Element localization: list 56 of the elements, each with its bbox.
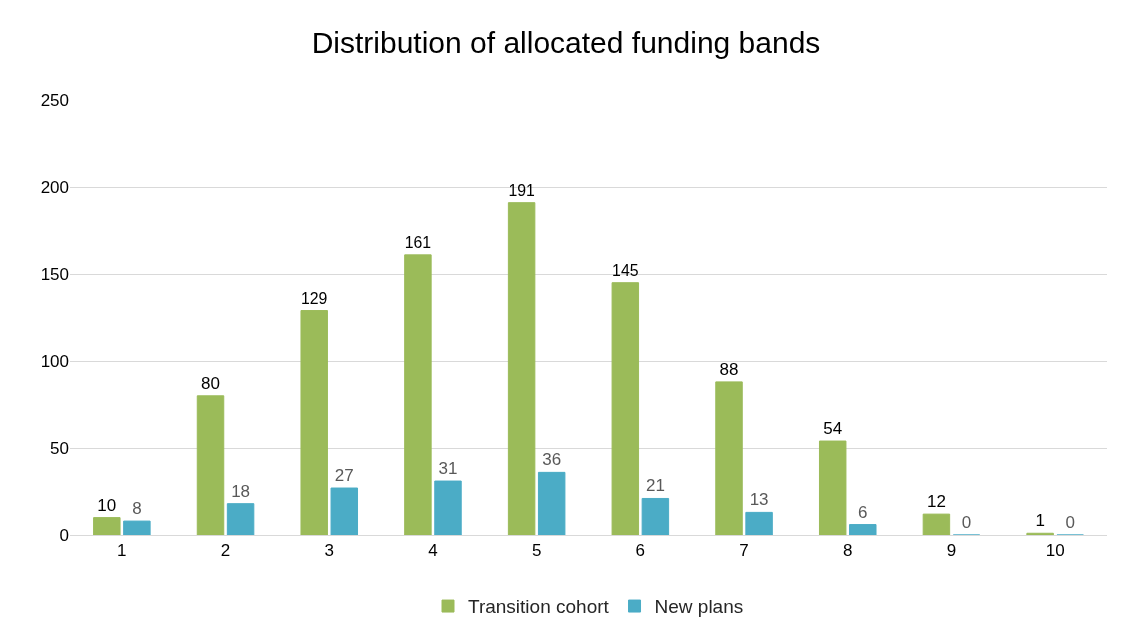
data-label: 80: [201, 373, 220, 393]
bar: [300, 310, 328, 535]
data-label: 145: [612, 261, 639, 279]
data-label: 129: [301, 289, 328, 307]
bar: [226, 503, 255, 535]
data-label: 0: [961, 513, 972, 532]
data-label: 8: [132, 499, 142, 519]
bar: [849, 524, 877, 535]
x-tick-label: 8: [843, 541, 853, 561]
bar: [611, 282, 640, 535]
bar: [93, 517, 121, 535]
bar: [123, 520, 151, 535]
bar: [196, 395, 225, 535]
data-label: 18: [231, 481, 251, 501]
x-tick-label: 1: [117, 541, 127, 561]
bar: [507, 202, 536, 535]
y-tick-label: 0: [59, 525, 69, 545]
bar: [818, 440, 847, 535]
bar: [537, 471, 566, 535]
y-tick-label: 200: [40, 177, 69, 197]
x-tick-label: 9: [946, 541, 957, 561]
data-label: 6: [858, 502, 868, 522]
data-label: 1: [1035, 511, 1045, 531]
data-label: 13: [749, 490, 769, 510]
bar: [330, 487, 359, 535]
data-label: 191: [508, 181, 536, 199]
x-tick-label: 4: [428, 541, 438, 561]
data-label: 31: [438, 459, 458, 479]
legend-label: Transition cohort: [468, 596, 610, 618]
legend-label: New plans: [654, 596, 744, 618]
data-label: 36: [542, 450, 562, 470]
y-tick-label: 150: [40, 264, 69, 284]
x-tick-label: 6: [635, 541, 646, 561]
x-tick-label: 10: [1045, 541, 1065, 561]
y-tick-label: 250: [40, 90, 69, 110]
x-tick-label: 7: [739, 541, 749, 561]
bar: [715, 381, 743, 535]
data-label: 10: [97, 495, 117, 515]
data-label: 54: [823, 419, 843, 439]
bar: [745, 511, 773, 535]
data-label: 88: [719, 359, 739, 379]
y-tick-label: 100: [40, 351, 69, 371]
data-label: 12: [926, 492, 946, 512]
bar: [434, 480, 462, 535]
data-label: 21: [645, 476, 665, 496]
bar: [922, 513, 951, 535]
x-tick-label: 2: [220, 541, 231, 561]
chart-title: Distribution of allocated funding bands: [311, 25, 821, 59]
bar: [404, 254, 432, 535]
data-label: 27: [334, 466, 354, 486]
x-tick-label: 3: [324, 541, 334, 561]
y-tick-label: 50: [50, 438, 69, 458]
data-label: 0: [1065, 513, 1075, 532]
bar: [641, 497, 670, 535]
data-label: 161: [404, 234, 432, 252]
x-tick-label: 5: [531, 541, 542, 561]
